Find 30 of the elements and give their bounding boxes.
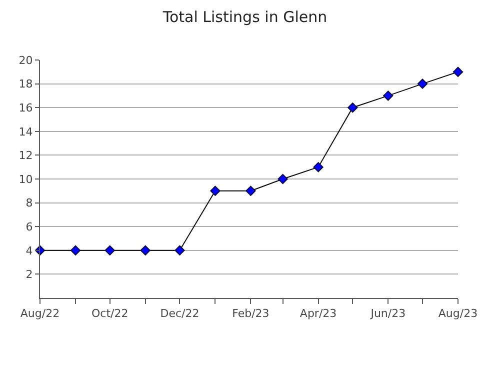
y-tick-label: 14: [18, 125, 33, 138]
point: [210, 186, 220, 196]
x-tick-label: Aug/22: [20, 307, 60, 320]
y-tick-label: 20: [18, 54, 33, 67]
y-tick-label: 18: [18, 78, 33, 91]
point: [174, 245, 185, 256]
y-tick-label: 2: [26, 268, 33, 282]
point: [383, 90, 394, 101]
y-tick-label: 16: [18, 101, 33, 114]
y-tick-label: 12: [18, 149, 33, 162]
x-tick-label: Feb/23: [232, 307, 270, 320]
y-tick-label: 4: [26, 244, 33, 258]
x-tick-label: Dec/22: [160, 307, 200, 320]
x-tick-label: Aug/23: [438, 307, 478, 320]
point: [246, 186, 256, 196]
point: [140, 245, 150, 256]
point: [417, 78, 428, 89]
point: [278, 174, 288, 184]
y-tick-label: 6: [26, 220, 33, 234]
point: [452, 66, 464, 77]
point: [104, 245, 115, 256]
point: [313, 162, 324, 172]
x-tick-label: Jun/23: [370, 307, 406, 320]
point: [348, 102, 358, 113]
chart-title: Total Listings in Glenn: [162, 8, 328, 26]
x-tick-label: Oct/22: [91, 307, 128, 320]
y-tick-label: 10: [18, 172, 33, 186]
y-tick-label: 8: [26, 196, 33, 210]
point: [70, 245, 81, 256]
x-tick-label: Apr/23: [300, 307, 337, 320]
